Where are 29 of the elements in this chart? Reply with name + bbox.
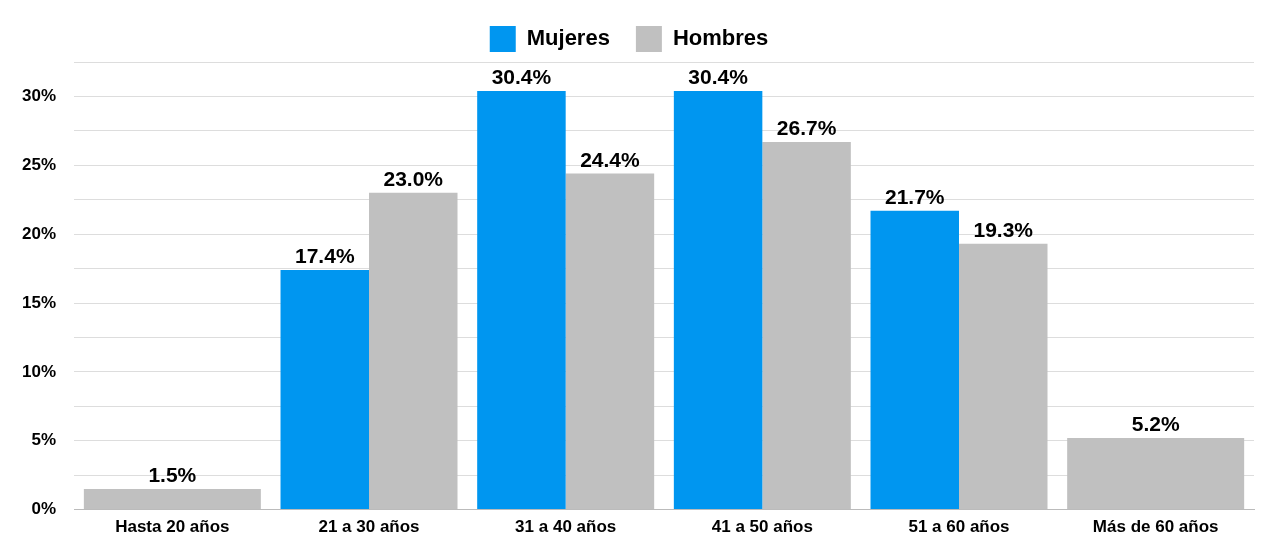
y-tick-label: 0% bbox=[31, 499, 57, 519]
y-tick-label: 25% bbox=[21, 154, 57, 174]
bar bbox=[280, 269, 370, 510]
data-label: 24.4% bbox=[580, 147, 641, 171]
y-tick-label: 5% bbox=[31, 430, 57, 450]
data-label: 30.4% bbox=[688, 65, 749, 89]
data-label: 26.7% bbox=[776, 116, 837, 140]
bar bbox=[673, 90, 763, 510]
data-label: 19.3% bbox=[973, 218, 1034, 242]
x-tick-label: 31 a 40 años bbox=[515, 517, 617, 537]
y-tick-label: 10% bbox=[21, 361, 57, 381]
data-label: 21.7% bbox=[884, 185, 945, 209]
y-tick-label: 15% bbox=[21, 292, 57, 312]
bar bbox=[870, 210, 960, 510]
data-label: 23.0% bbox=[383, 167, 444, 191]
x-tick-label: Más de 60 años bbox=[1092, 517, 1219, 537]
bar bbox=[477, 90, 566, 510]
legend-label: Mujeres bbox=[526, 25, 610, 51]
y-tick-label: 30% bbox=[21, 86, 57, 106]
data-label: 17.4% bbox=[295, 244, 355, 268]
y-tick-label: 20% bbox=[21, 223, 57, 243]
legend-label: Hombres bbox=[672, 25, 769, 51]
x-tick-label: Hasta 20 años bbox=[115, 517, 230, 537]
x-tick-label: 51 a 60 años bbox=[908, 517, 1010, 537]
data-label: 1.5% bbox=[148, 463, 197, 487]
data-label: 30.4% bbox=[491, 65, 552, 89]
data-label: 5.2% bbox=[1131, 412, 1180, 436]
x-tick-label: 41 a 50 años bbox=[711, 517, 813, 537]
x-tick-label: 21 a 30 años bbox=[318, 517, 420, 537]
